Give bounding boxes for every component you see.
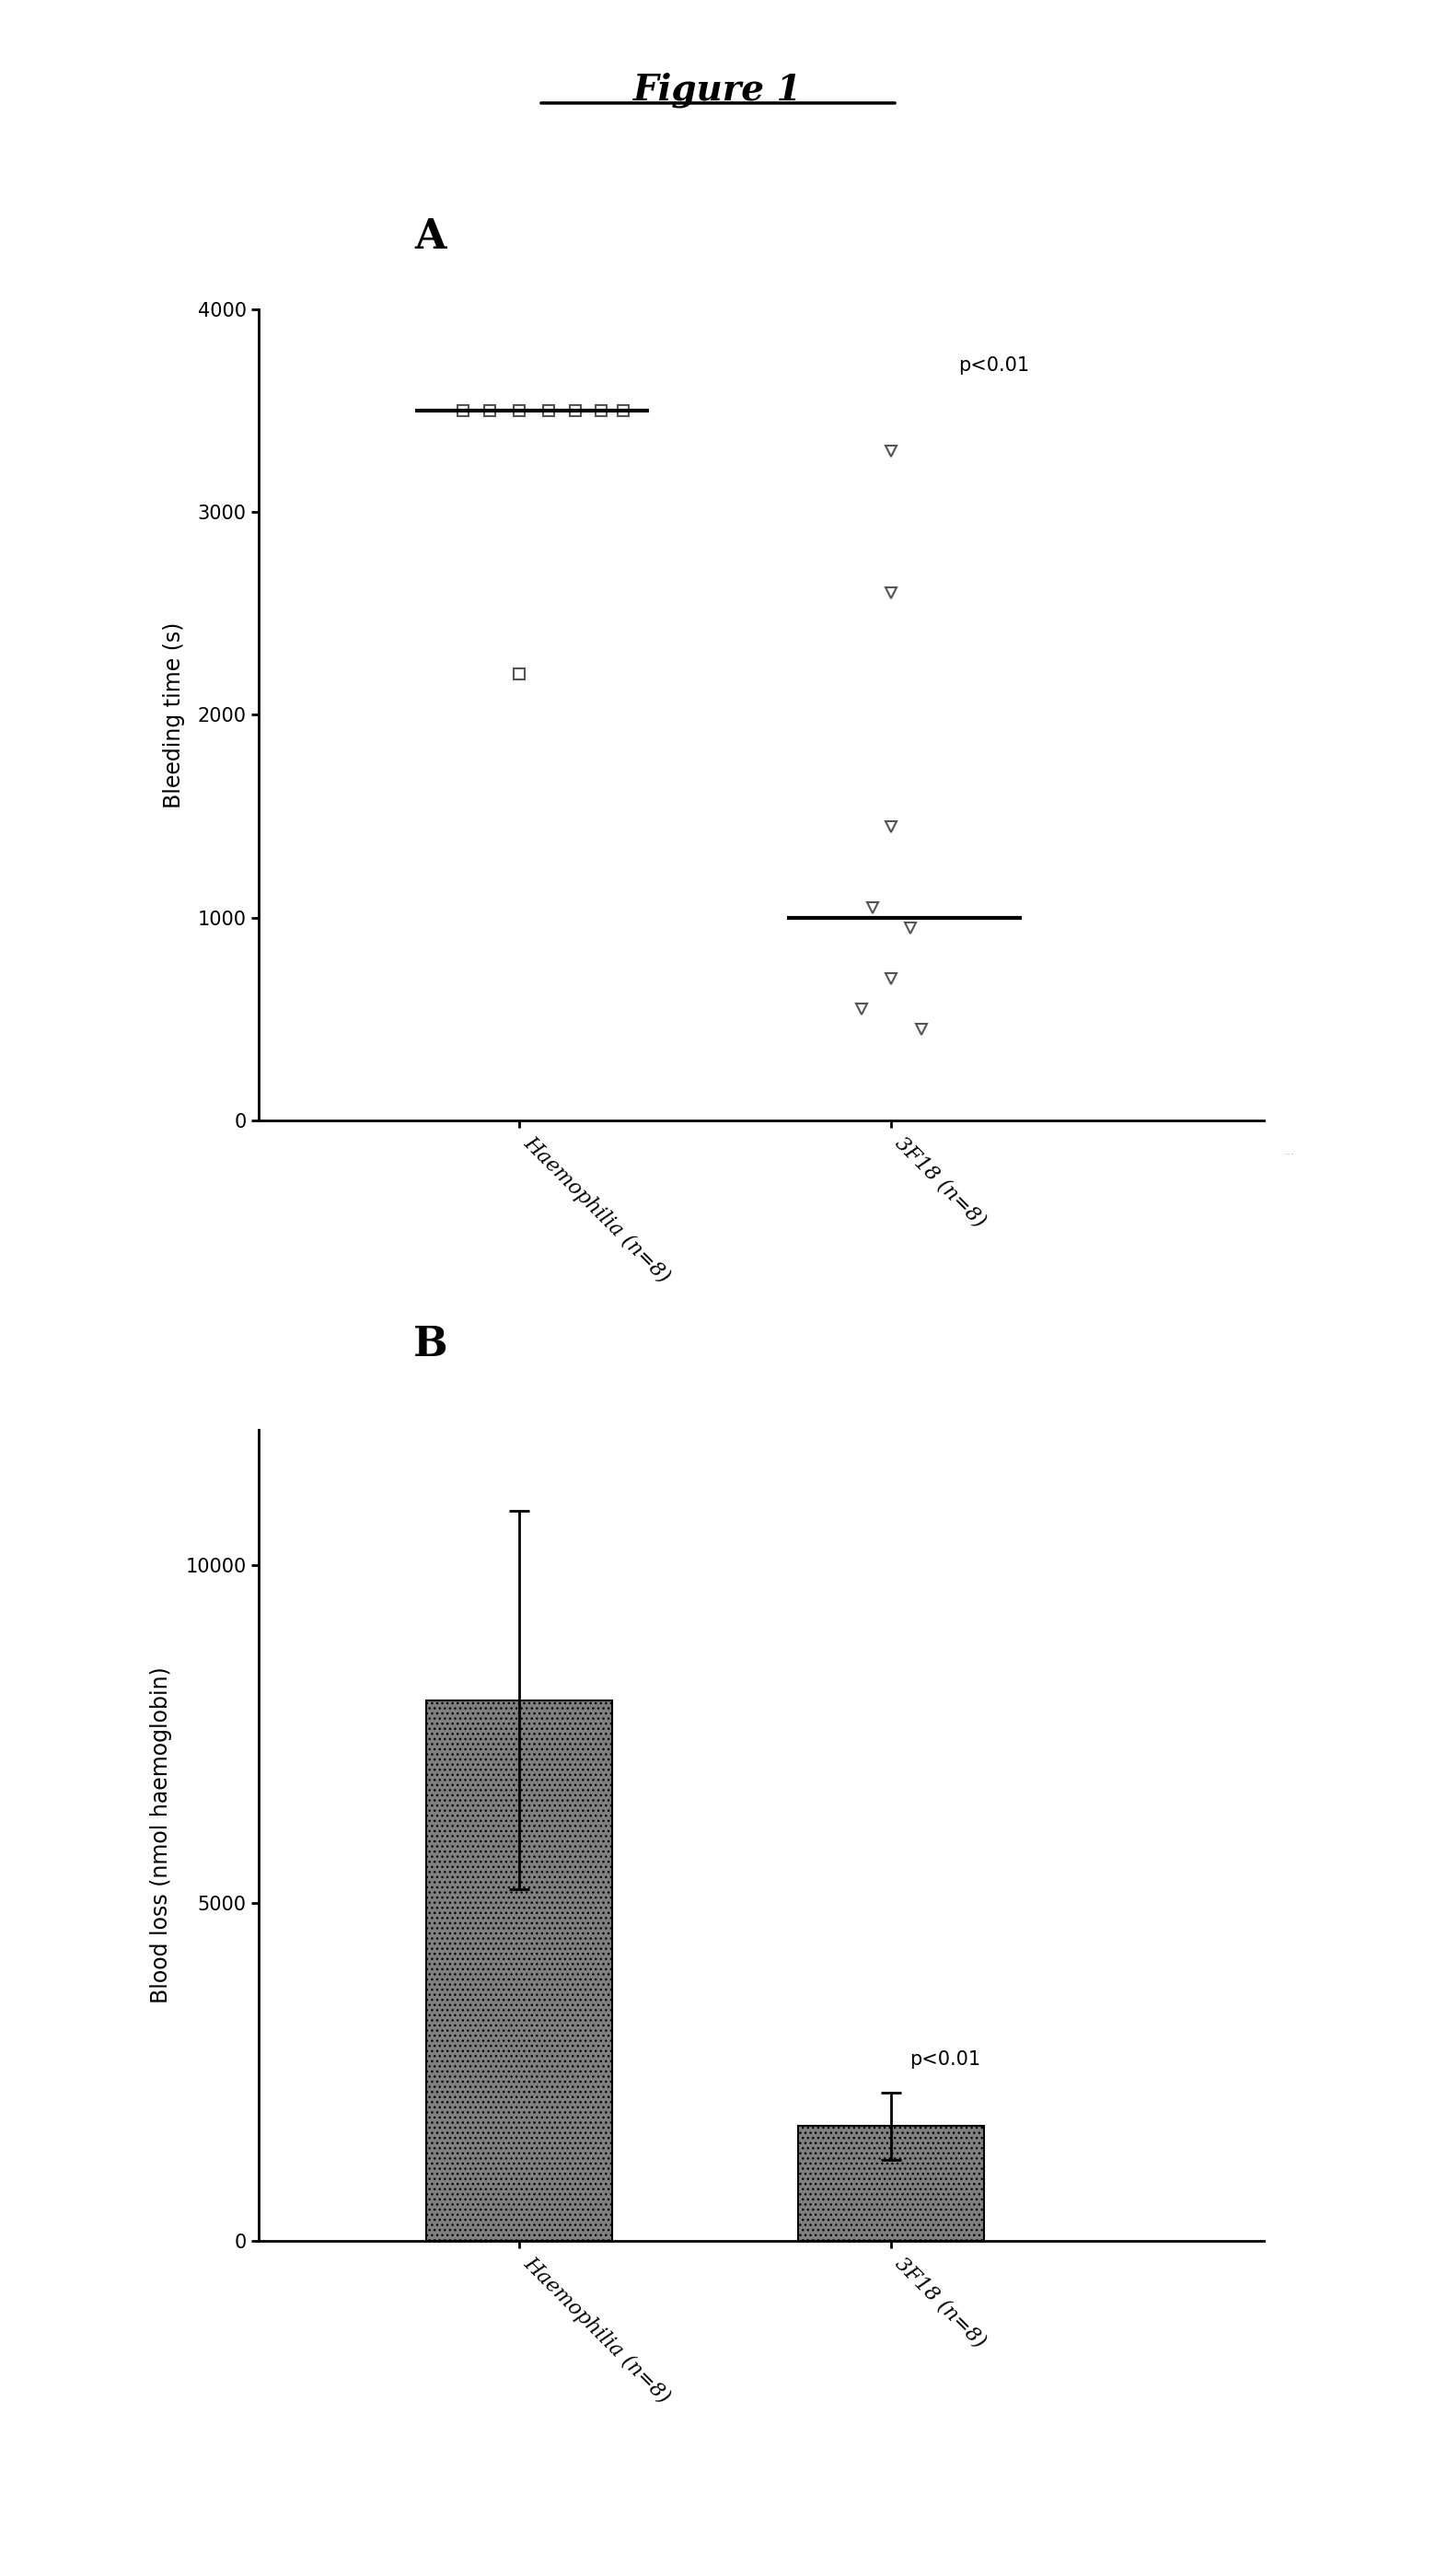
Text: Figure 1: Figure 1 — [633, 72, 803, 108]
Y-axis label: Bleeding time (s): Bleeding time (s) — [162, 621, 185, 809]
Bar — [798, 2125, 985, 2241]
Y-axis label: Blood loss (nmol haemoglobin): Blood loss (nmol haemoglobin) — [151, 1667, 172, 2004]
Text: p<0.01: p<0.01 — [910, 2050, 981, 2069]
Bar — [426, 1700, 612, 2241]
Text: B: B — [414, 1324, 448, 1365]
Text: p<0.01: p<0.01 — [958, 355, 1030, 376]
Text: A: A — [415, 216, 447, 258]
Text: ...: ... — [1284, 1144, 1295, 1157]
